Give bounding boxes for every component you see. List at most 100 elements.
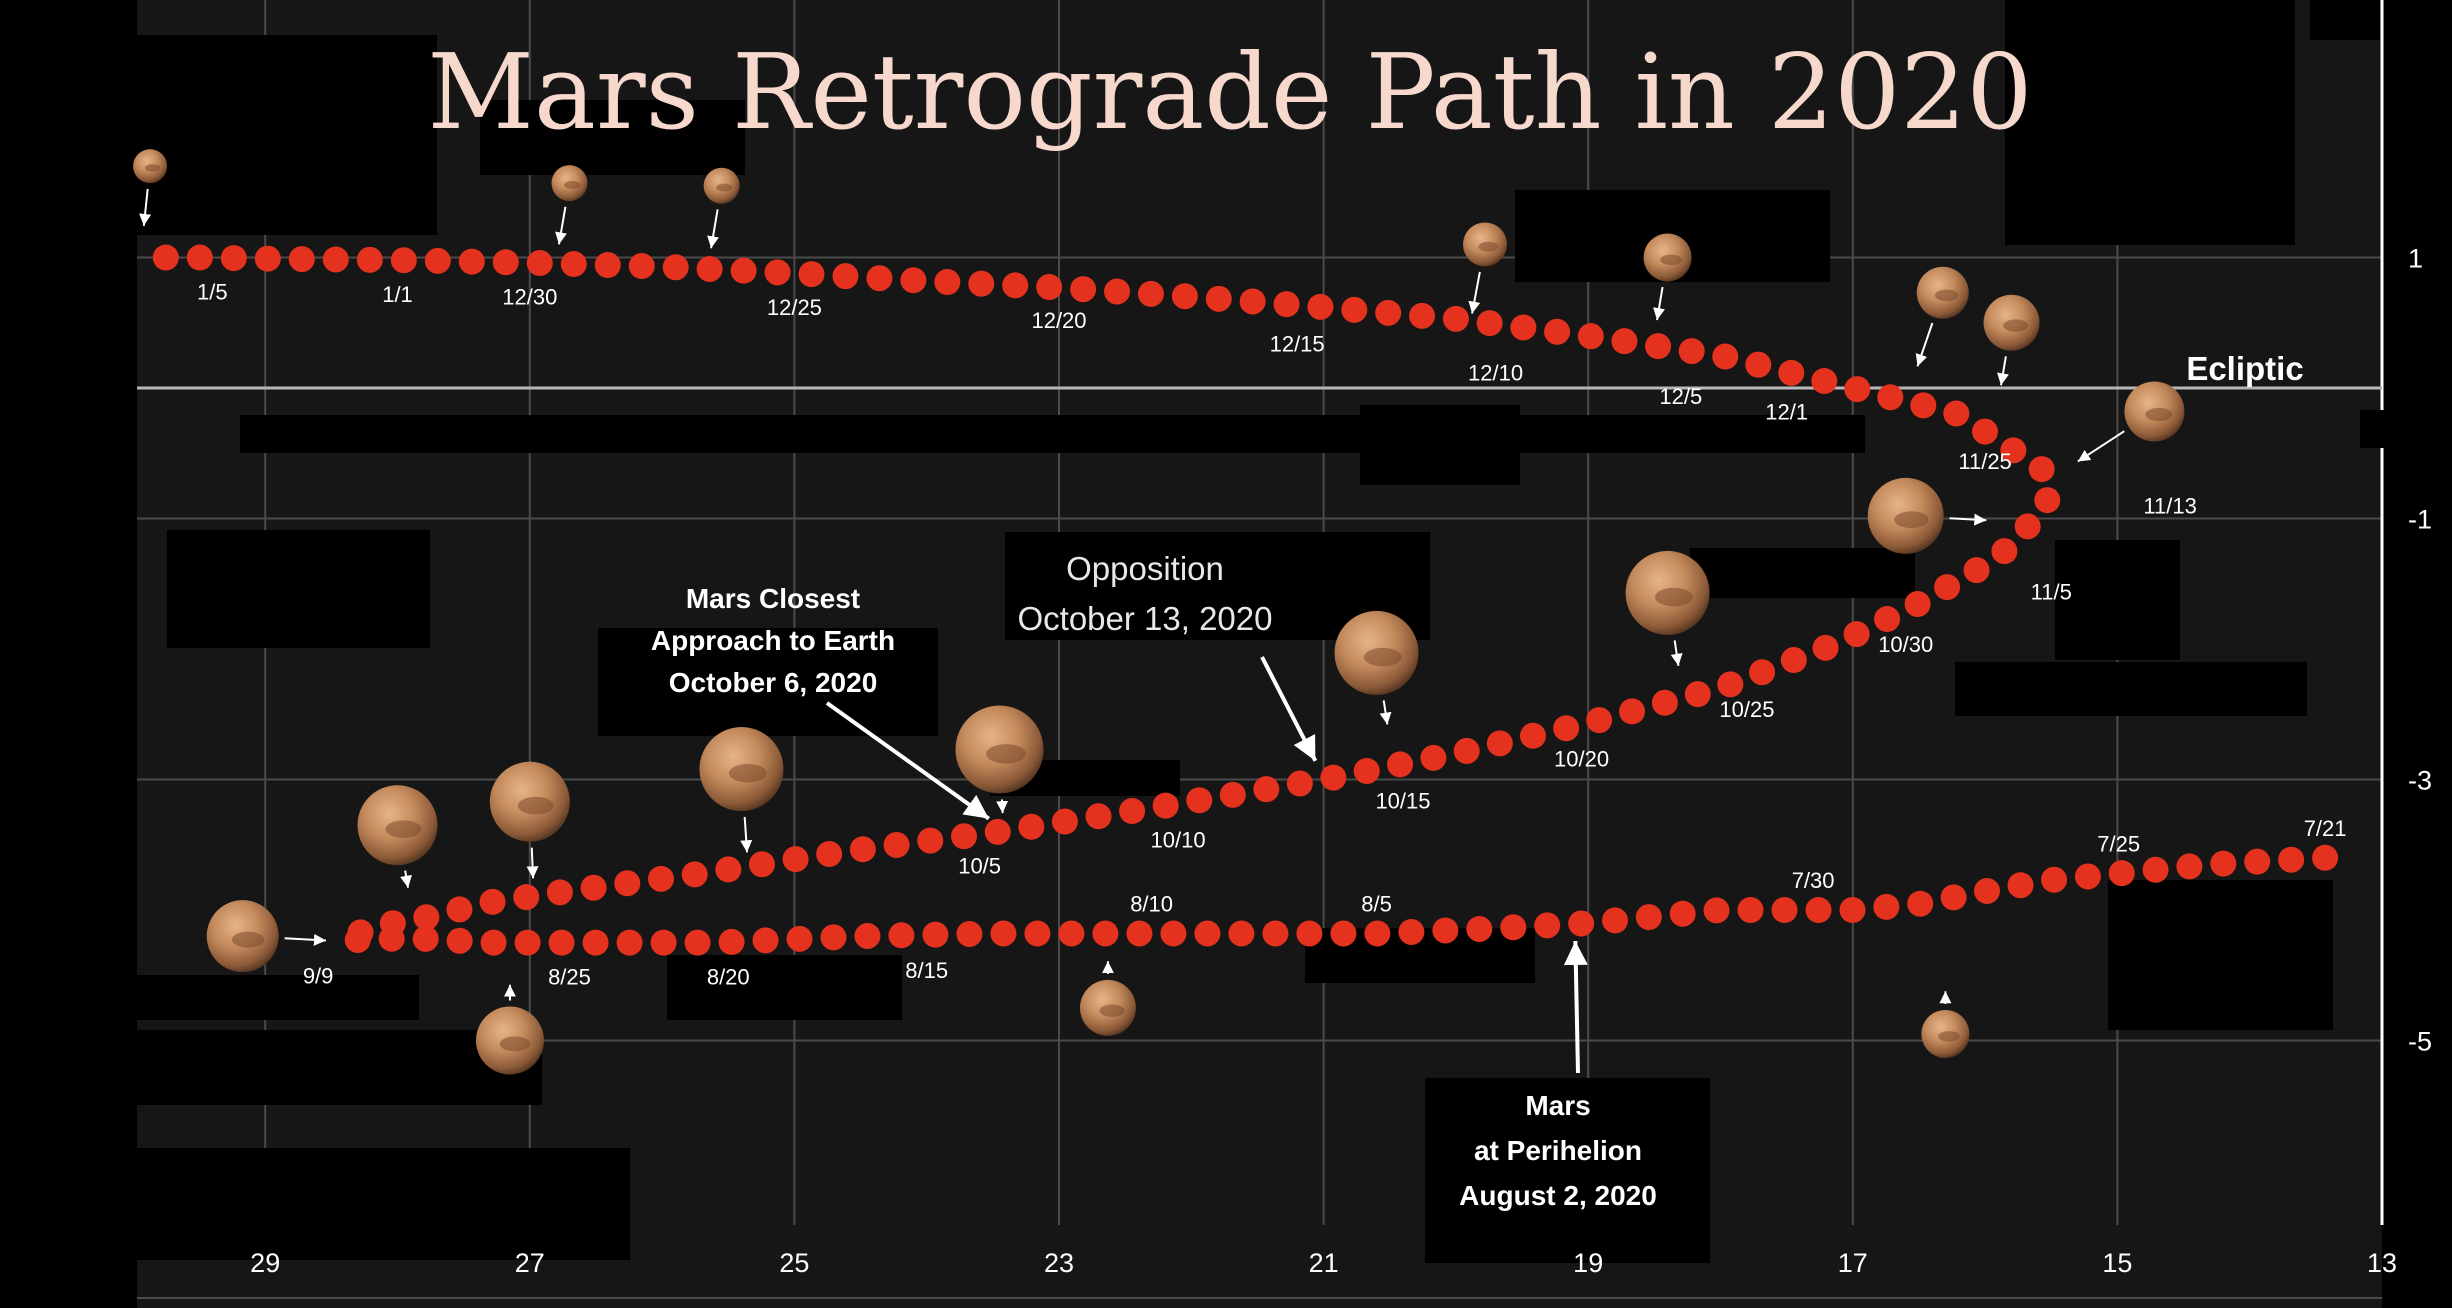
mars-arrow bbox=[526, 847, 539, 879]
path-dot bbox=[1971, 418, 1998, 445]
path-dot bbox=[1973, 877, 2000, 904]
path-dot bbox=[816, 841, 843, 868]
path-dot bbox=[1577, 323, 1604, 350]
date-label: 12/25 bbox=[767, 295, 822, 320]
annotation-arrow bbox=[825, 701, 990, 821]
y-tick-label: -3 bbox=[2408, 766, 2432, 796]
path-dot bbox=[764, 259, 791, 286]
path-dot bbox=[152, 244, 179, 271]
path-dot bbox=[1375, 299, 1402, 326]
path-dot bbox=[1553, 715, 1580, 742]
path-dot bbox=[922, 921, 949, 948]
mars-surface-mark bbox=[1934, 289, 1959, 302]
annotation-line: Approach to Earth bbox=[651, 625, 895, 656]
path-dot bbox=[684, 929, 711, 956]
path-dot bbox=[984, 818, 1011, 845]
mars-arrow bbox=[139, 188, 152, 227]
path-dot bbox=[1152, 792, 1179, 819]
path-dot bbox=[1544, 318, 1571, 345]
annotation-text: Mars at Perihelion August 2, 2020 bbox=[1459, 1090, 1657, 1211]
mars-surface-mark bbox=[517, 796, 554, 815]
mask-block bbox=[240, 415, 1865, 453]
path-dot bbox=[594, 252, 621, 279]
path-dot bbox=[1466, 915, 1493, 942]
date-label: 8/5 bbox=[1361, 891, 1392, 916]
mars-arrow bbox=[2077, 430, 2125, 463]
mars-surface-mark bbox=[986, 744, 1026, 764]
path-dot bbox=[647, 865, 674, 892]
path-dot bbox=[1678, 338, 1705, 365]
path-dot bbox=[1307, 293, 1334, 320]
date-label: 12/5 bbox=[1659, 384, 1702, 409]
path-dot bbox=[1442, 305, 1469, 332]
date-label: 8/20 bbox=[707, 965, 750, 990]
annotations-layer: Mars Closest Approach to Earth October 6, … bbox=[651, 550, 1657, 1211]
path-dot bbox=[1398, 918, 1425, 945]
mask-block bbox=[480, 100, 745, 175]
path-dot bbox=[458, 248, 485, 275]
date-label: 7/21 bbox=[2304, 816, 2347, 841]
path-dot bbox=[786, 925, 813, 952]
path-dot bbox=[2074, 863, 2101, 890]
path-dot bbox=[1024, 920, 1051, 947]
date-label: 12/20 bbox=[1031, 308, 1086, 333]
mars-surface-mark bbox=[716, 183, 733, 192]
mask-block bbox=[1425, 1078, 1710, 1263]
path-dot bbox=[1811, 367, 1838, 394]
path-dot bbox=[1194, 920, 1221, 947]
path-dot bbox=[900, 267, 927, 294]
date-label: 10/15 bbox=[1375, 788, 1430, 813]
path-dot bbox=[1330, 920, 1357, 947]
annotation-text: Opposition October 13, 2020 bbox=[1017, 550, 1272, 637]
path-dot bbox=[1453, 737, 1480, 764]
path-dot bbox=[820, 924, 847, 951]
path-dot bbox=[1812, 634, 1839, 661]
mars-images-layer bbox=[133, 149, 2185, 1075]
mask-block bbox=[598, 628, 938, 736]
path-dot bbox=[1387, 751, 1414, 778]
annotation-text: Mars Closest Approach to Earth October 6, … bbox=[651, 583, 895, 698]
path-dot bbox=[1635, 904, 1662, 931]
annotation-arrow bbox=[1563, 941, 1588, 1074]
date-label: 8/10 bbox=[1130, 891, 1173, 916]
path-dot bbox=[883, 831, 910, 858]
path-dot bbox=[1018, 813, 1045, 840]
path-dot bbox=[1805, 897, 1832, 923]
path-dot bbox=[1963, 557, 1990, 584]
path-dot bbox=[1219, 781, 1246, 808]
mars-surface-mark bbox=[1660, 254, 1682, 266]
date-label: 7/30 bbox=[1792, 868, 1835, 893]
path-dot bbox=[1877, 384, 1904, 411]
path-dot bbox=[379, 910, 406, 937]
path-dot bbox=[1619, 698, 1646, 725]
path-dot bbox=[888, 922, 915, 949]
path-dot bbox=[492, 249, 519, 276]
path-dot bbox=[951, 823, 978, 850]
date-label: 9/9 bbox=[303, 963, 334, 988]
x-tick-label: 17 bbox=[1838, 1248, 1868, 1278]
path-dot bbox=[1991, 538, 2018, 565]
path-dot bbox=[832, 263, 859, 290]
mars-surface-mark bbox=[385, 820, 422, 838]
ecliptic-layer: Ecliptic bbox=[137, 350, 2382, 390]
path-dot bbox=[1645, 333, 1672, 360]
path-dot bbox=[2014, 513, 2041, 540]
path-dot bbox=[1160, 920, 1187, 947]
annotation-line: Mars Closest bbox=[686, 583, 860, 614]
path-dot bbox=[514, 929, 541, 956]
path-dot bbox=[322, 246, 349, 273]
path-dot bbox=[1262, 920, 1289, 947]
path-dot bbox=[1051, 808, 1078, 835]
mars-arrow bbox=[1915, 322, 1934, 367]
path-dot bbox=[390, 247, 417, 274]
path-dot bbox=[1510, 314, 1537, 341]
path-dot bbox=[1486, 730, 1513, 757]
path-dot bbox=[546, 879, 573, 906]
path-dot bbox=[356, 246, 383, 273]
x-tick-label: 29 bbox=[250, 1248, 280, 1278]
annotation-arrow bbox=[1260, 656, 1318, 762]
mars-arrow bbox=[1468, 271, 1481, 314]
mask-block bbox=[2310, 0, 2380, 40]
path-dot bbox=[1651, 689, 1678, 716]
